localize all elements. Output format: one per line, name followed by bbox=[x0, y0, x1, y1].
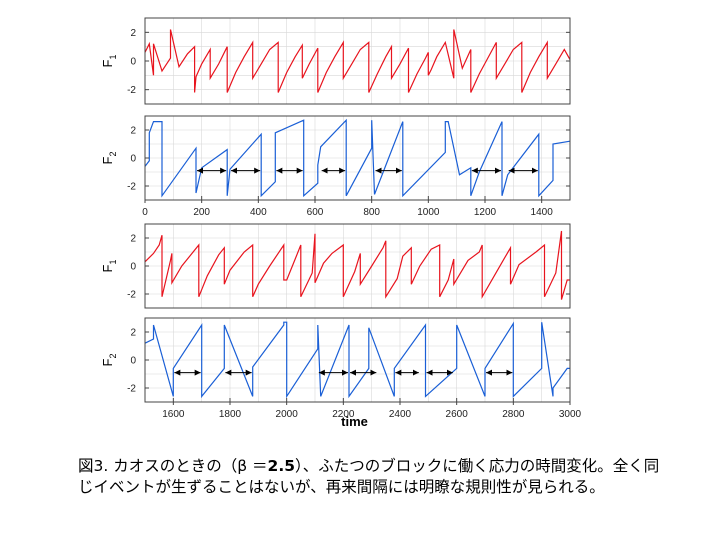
series-line-f1 bbox=[144, 230, 570, 300]
y-axis-label-subscript: 2 bbox=[108, 152, 118, 157]
y-axis-label: F1 bbox=[100, 260, 118, 273]
y-tick-label: -2 bbox=[127, 384, 136, 395]
y-axis-label: F2 bbox=[100, 354, 118, 367]
x-axis-label: time bbox=[341, 414, 368, 429]
y-tick-label: -2 bbox=[127, 85, 136, 96]
y-tick-label: -2 bbox=[127, 182, 136, 193]
x-tick-label: 1400 bbox=[531, 207, 554, 218]
y-tick-label: 2 bbox=[130, 234, 136, 245]
x-tick-label: 2600 bbox=[446, 409, 469, 420]
x-tick-label: 2200 bbox=[332, 409, 355, 420]
x-tick-label: 1600 bbox=[162, 409, 185, 420]
y-tick-label: 2 bbox=[130, 28, 136, 39]
y-axis-label-base: F bbox=[100, 59, 115, 67]
x-tick-label: 2400 bbox=[389, 409, 412, 420]
caption-line2: じイベントが生ずることはないが、再来間隔には明瞭な規則性が見られる。 bbox=[78, 478, 605, 496]
y-axis-label-base: F bbox=[100, 264, 115, 272]
y-axis-label-subscript: 1 bbox=[108, 55, 118, 60]
series-line-f1 bbox=[144, 29, 571, 93]
x-tick-label: 200 bbox=[193, 207, 210, 218]
panel-1-f1: -2 0 2 F1 bbox=[100, 17, 571, 105]
x-tick-label: 1200 bbox=[474, 207, 497, 218]
y-tick-label: 0 bbox=[130, 154, 136, 165]
y-tick-label: 0 bbox=[130, 262, 136, 273]
x-tick-label: 1000 bbox=[417, 207, 440, 218]
series-line-f2 bbox=[144, 118, 571, 198]
panel-3-f1: -2 0 2 F1 bbox=[100, 223, 571, 309]
y-tick-label: 2 bbox=[130, 126, 136, 137]
figure-caption: 図3. カオスのときの（β ＝2.5）、ふたつのブロックに働く応力の時間変化。全… bbox=[78, 456, 698, 498]
y-tick-label: 0 bbox=[130, 57, 136, 68]
y-axis-label-subscript: 1 bbox=[108, 260, 118, 265]
x-tick-label: 1800 bbox=[219, 409, 242, 420]
y-axis-label-subscript: 2 bbox=[108, 354, 118, 359]
x-tick-label: 400 bbox=[250, 207, 267, 218]
x-tick-label: 600 bbox=[307, 207, 324, 218]
caption-line1-suffix: ）、ふたつのブロックに働く応力の時間変化。全く同 bbox=[295, 457, 660, 475]
y-tick-label: 2 bbox=[130, 328, 136, 339]
y-axis-label: F1 bbox=[100, 55, 118, 68]
x-tick-label: 2800 bbox=[502, 409, 525, 420]
caption-line1-prefix: 図3. カオスのときの（β ＝ bbox=[78, 457, 268, 475]
series-line-f2 bbox=[144, 321, 570, 399]
y-tick-label: -2 bbox=[127, 290, 136, 301]
y-axis-label-base: F bbox=[100, 156, 115, 164]
caption-beta-value: 2.5 bbox=[267, 457, 296, 475]
x-tick-label: 800 bbox=[363, 207, 380, 218]
x-tick-label: 3000 bbox=[559, 409, 582, 420]
y-tick-label: 0 bbox=[130, 356, 136, 367]
x-tick-label: 0 bbox=[142, 207, 148, 218]
y-axis-label: F2 bbox=[100, 152, 118, 165]
x-tick-label: 2000 bbox=[276, 409, 299, 420]
y-axis-label-base: F bbox=[100, 358, 115, 366]
